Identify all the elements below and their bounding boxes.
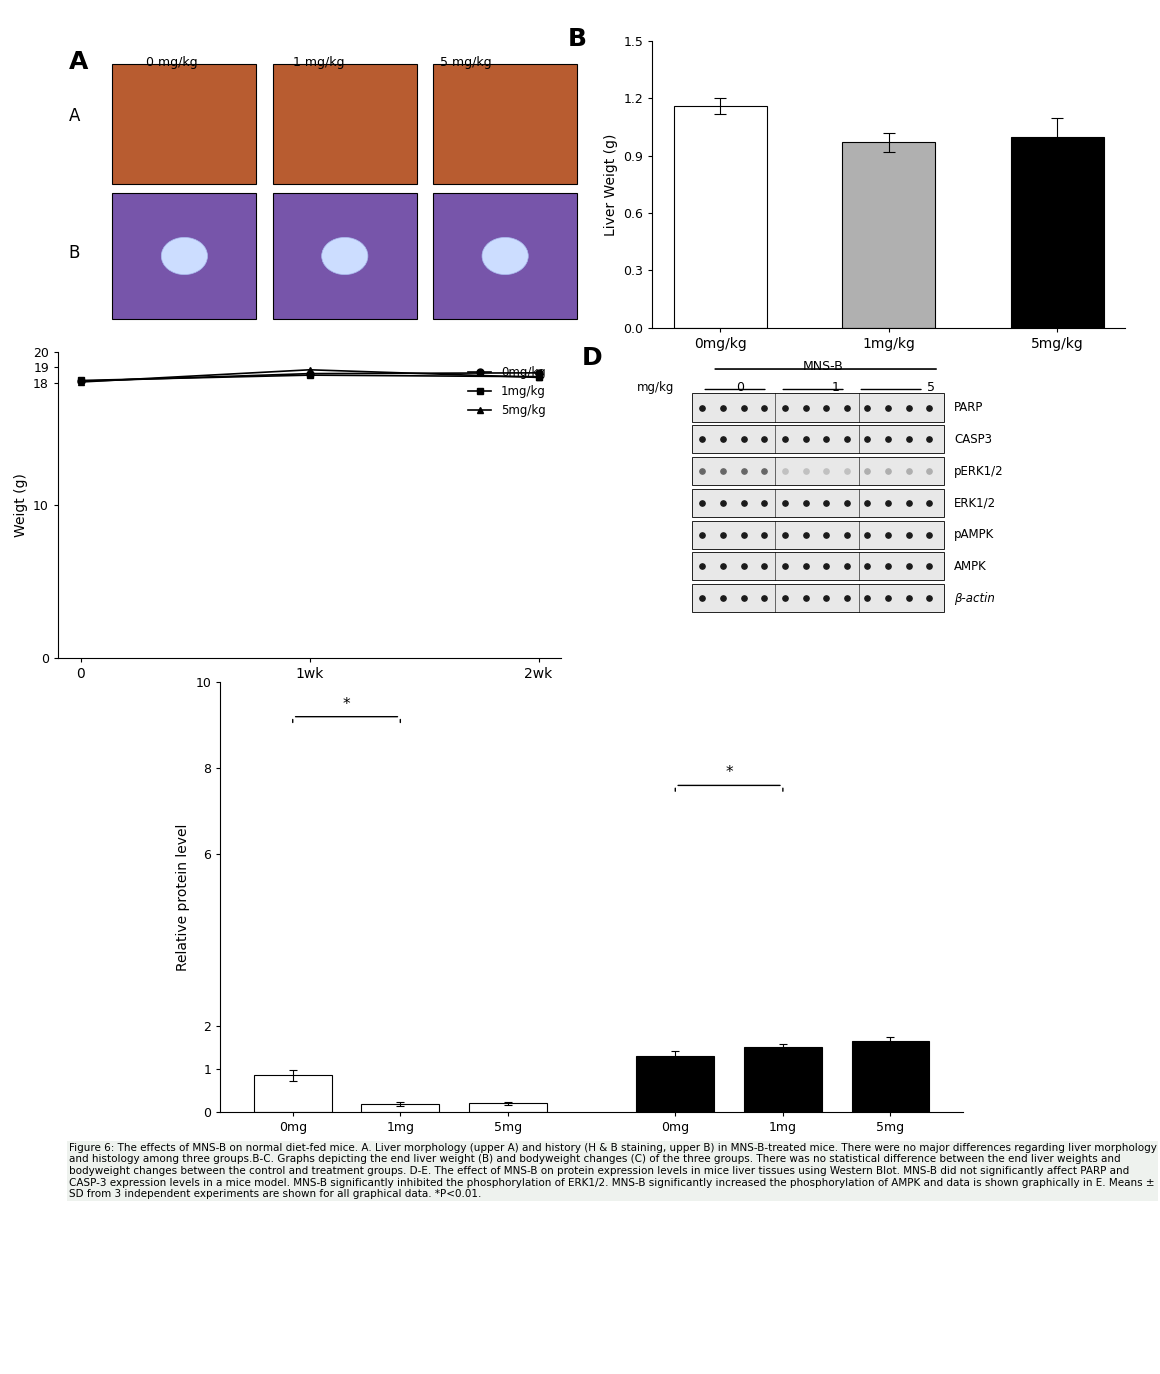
- Bar: [469, 1103, 546, 1112]
- Bar: [693, 552, 944, 580]
- 1mg/kg: [531, 368, 545, 385]
- Bar: [693, 425, 944, 453]
- Text: A: A: [68, 107, 80, 125]
- Ellipse shape: [483, 238, 528, 275]
- Bar: [693, 521, 944, 548]
- Text: 0 mg/kg: 0 mg/kg: [146, 55, 198, 69]
- Text: B: B: [567, 27, 586, 51]
- Text: 5 mg/kg: 5 mg/kg: [440, 55, 492, 69]
- Line: 0mg/kg: 0mg/kg: [78, 370, 542, 385]
- 0mg/kg: [531, 364, 545, 381]
- Y-axis label: Relative protein level: Relative protein level: [175, 823, 189, 971]
- Text: PARP: PARP: [954, 401, 984, 414]
- Y-axis label: Liver Weigt (g): Liver Weigt (g): [604, 133, 618, 235]
- 5mg/kg: [303, 361, 317, 378]
- Bar: [693, 584, 944, 613]
- Text: D: D: [581, 346, 602, 370]
- Bar: [693, 393, 944, 422]
- Text: pERK1/2: pERK1/2: [954, 464, 1003, 478]
- Text: 1 mg/kg: 1 mg/kg: [293, 55, 345, 69]
- Bar: [273, 192, 416, 319]
- 1mg/kg: [303, 367, 317, 383]
- Text: A: A: [68, 49, 88, 74]
- 0mg/kg: [303, 365, 317, 382]
- Text: *: *: [725, 765, 733, 780]
- Legend: 0mg/kg, 1mg/kg, 5mg/kg: 0mg/kg, 1mg/kg, 5mg/kg: [463, 361, 551, 422]
- Text: Figure 6: The effects of MNS-B on normal diet-fed mice. A. Liver morphology (upp: Figure 6: The effects of MNS-B on normal…: [68, 1143, 1157, 1200]
- 5mg/kg: [531, 370, 545, 386]
- Text: mg/kg: mg/kg: [637, 381, 674, 394]
- Bar: [693, 458, 944, 485]
- Bar: [637, 1057, 715, 1112]
- Ellipse shape: [161, 238, 208, 275]
- Text: AMPK: AMPK: [954, 559, 987, 573]
- Bar: [113, 192, 256, 319]
- Text: 5: 5: [927, 381, 935, 394]
- Bar: [674, 106, 767, 327]
- Text: ERK1/2: ERK1/2: [954, 496, 996, 510]
- Text: MNS-B: MNS-B: [803, 360, 843, 372]
- Bar: [362, 1105, 440, 1112]
- Text: pAMPK: pAMPK: [954, 528, 994, 541]
- Bar: [842, 143, 935, 327]
- Line: 5mg/kg: 5mg/kg: [78, 367, 542, 386]
- Bar: [254, 1076, 332, 1112]
- Text: β-actin: β-actin: [954, 592, 995, 605]
- Ellipse shape: [321, 238, 368, 275]
- Bar: [273, 65, 416, 184]
- Line: 1mg/kg: 1mg/kg: [78, 371, 542, 383]
- Bar: [1012, 136, 1103, 327]
- Bar: [113, 65, 256, 184]
- Bar: [744, 1047, 821, 1112]
- Bar: [851, 1041, 929, 1112]
- Y-axis label: Weigt (g): Weigt (g): [14, 473, 28, 537]
- Bar: [693, 489, 944, 517]
- Text: CASP3: CASP3: [954, 433, 992, 445]
- 1mg/kg: [74, 372, 88, 389]
- Bar: [433, 65, 578, 184]
- Text: 1: 1: [832, 381, 840, 394]
- 0mg/kg: [74, 372, 88, 389]
- Text: *: *: [342, 697, 350, 712]
- Bar: [433, 192, 578, 319]
- Text: 0: 0: [737, 381, 744, 394]
- Text: B: B: [68, 245, 80, 262]
- 5mg/kg: [74, 374, 88, 390]
